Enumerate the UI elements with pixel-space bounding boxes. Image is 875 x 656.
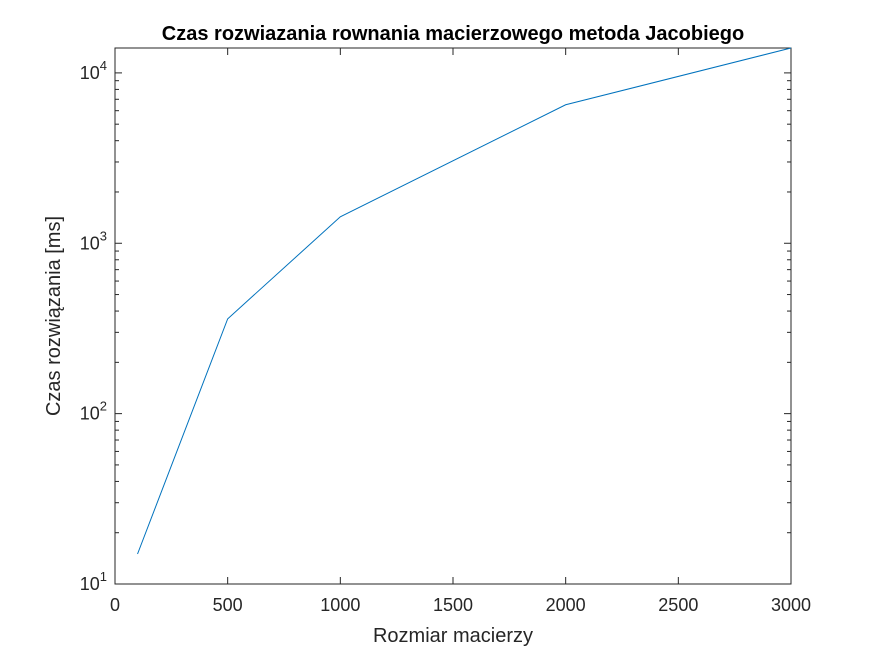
y-tick-label: 104	[80, 58, 107, 83]
series-line	[137, 47, 792, 555]
x-tick-label: 0	[110, 595, 120, 615]
axes	[114, 47, 792, 585]
x-tick-label: 2500	[658, 595, 698, 615]
x-tick-label: 1000	[320, 595, 360, 615]
x-axis-label: Rozmiar macierzy	[373, 625, 533, 647]
x-tick-label: 500	[213, 595, 243, 615]
x-tick-label: 2000	[546, 595, 586, 615]
x-axis-ticks: 0 500 1000 1500 2000 2500 3000	[110, 48, 811, 615]
series-lines	[137, 47, 792, 555]
y-tick-label: 102	[80, 399, 107, 424]
y-tick-label: 103	[80, 228, 107, 253]
y-axis-label: Czas rozwiązania [ms]	[43, 216, 65, 416]
chart-title: Czas rozwiazania rownania macierzowego m…	[162, 23, 744, 45]
plot-box	[114, 47, 792, 585]
x-tick-label: 3000	[771, 595, 811, 615]
x-tick-label: 1500	[433, 595, 473, 615]
y-tick-label: 101	[80, 569, 107, 594]
y-axis-ticks: 101 102 103 104	[80, 58, 791, 594]
